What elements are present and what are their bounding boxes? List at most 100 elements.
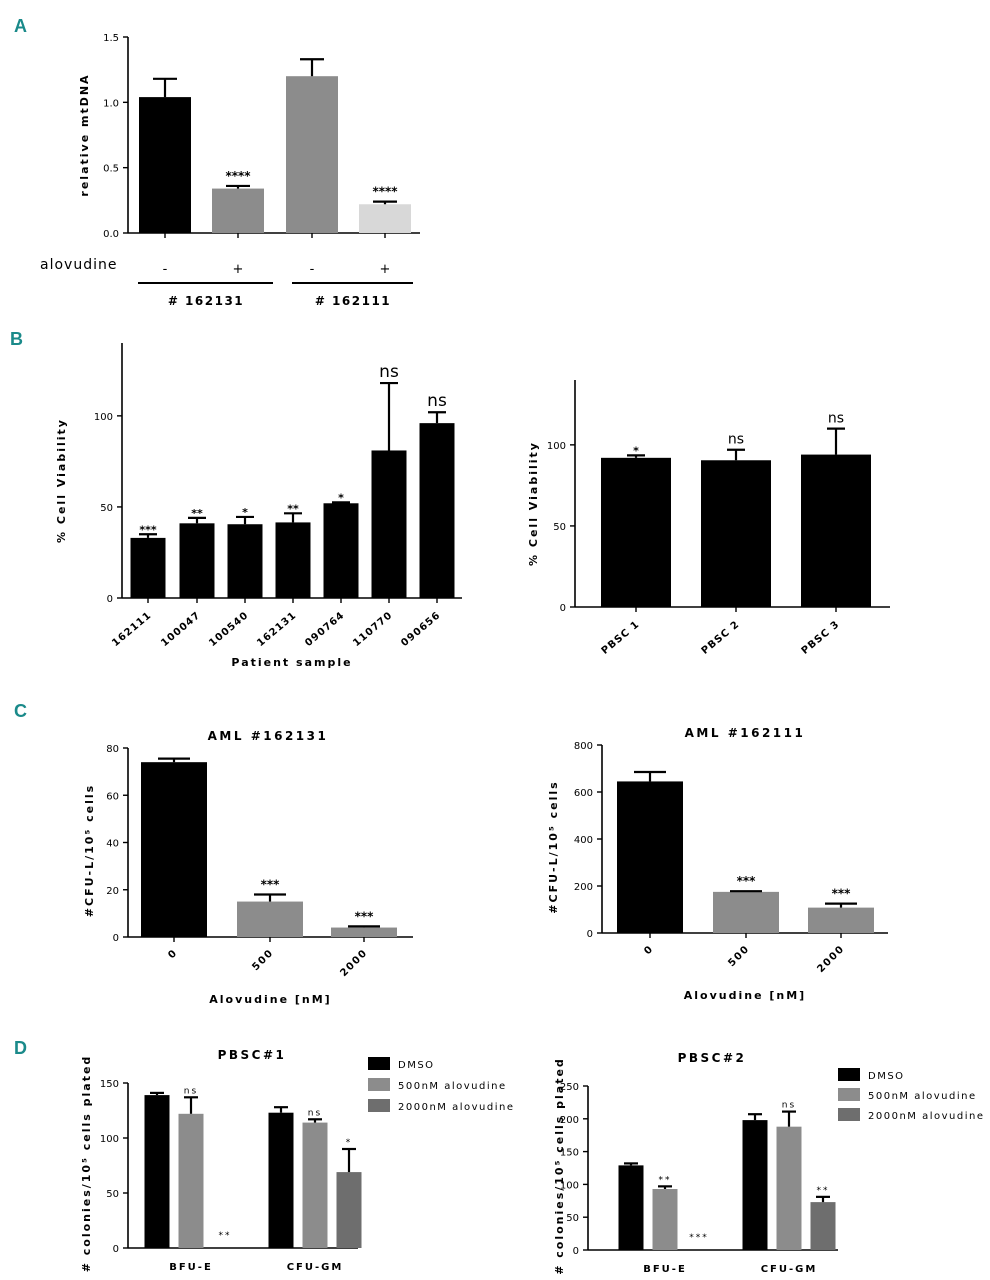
bar [359, 204, 411, 233]
x-tick-label: 0 [642, 943, 656, 957]
bar [808, 907, 874, 933]
significance-label: ** [287, 502, 299, 515]
bar [618, 1165, 644, 1250]
x-axis-label: Alovudine [nM] [684, 989, 806, 1002]
significance-label: *** [261, 877, 281, 891]
legend-label: 500nM alovudine [868, 1091, 977, 1102]
legend-swatch [838, 1088, 860, 1101]
bar [141, 762, 207, 937]
significance-label: *** [832, 887, 852, 901]
x-tick-label: BFU-E [643, 1264, 687, 1275]
chart-title: PBSC#2 [678, 1051, 747, 1065]
bar [139, 97, 191, 234]
group-label: # 162111 [315, 294, 391, 308]
bar [144, 1095, 170, 1248]
y-tick-label: 400 [574, 835, 593, 846]
y-tick-label: 100 [560, 1180, 579, 1191]
y-tick-label: 0 [113, 1244, 119, 1255]
x-tick-label: 0 [166, 947, 180, 961]
bar [302, 1122, 328, 1248]
y-tick-label: 250 [560, 1082, 579, 1093]
x-tick-label: 100047 [159, 610, 203, 649]
y-tick-label: 0.5 [103, 164, 119, 175]
significance-label: **** [225, 169, 251, 183]
y-tick-label: 50 [566, 1213, 579, 1224]
x-tick-label: 500 [726, 943, 752, 969]
legend-swatch [838, 1108, 860, 1121]
y-axis-label: #CFU-L/10⁵ cells [547, 780, 560, 913]
y-axis-label: # colonies/10⁵ cells plated [553, 1057, 566, 1275]
bar [237, 901, 303, 937]
x-axis-label: Alovudine [nM] [209, 993, 331, 1006]
y-tick-label: 60 [106, 791, 119, 802]
significance-label: ns [427, 391, 447, 411]
treatment-label: alovudine [40, 257, 117, 273]
y-tick-label: 0 [560, 603, 566, 614]
significance-label: *** [139, 523, 157, 536]
bar [227, 524, 263, 598]
significance-label: ns [728, 432, 744, 448]
x-tick-label: BFU-E [169, 1262, 213, 1273]
y-tick-label: 80 [106, 744, 119, 755]
bar [331, 927, 397, 937]
x-tick-label: 090656 [399, 610, 443, 649]
bar [275, 522, 311, 598]
legend-label: 500nM alovudine [398, 1081, 507, 1092]
y-tick-label: 150 [560, 1148, 579, 1159]
y-axis-label: % Cell Viability [527, 441, 540, 566]
significance-label: **** [372, 185, 398, 199]
y-tick-label: 100 [547, 441, 566, 452]
bar [713, 891, 779, 933]
bar [652, 1188, 678, 1250]
panel-label-c: C [14, 701, 27, 721]
significance-label: *** [355, 909, 375, 923]
y-tick-label: 40 [106, 839, 119, 850]
bar [776, 1126, 802, 1250]
y-tick-label: 1.5 [103, 33, 119, 44]
y-tick-label: 200 [560, 1115, 579, 1126]
y-axis-label: # colonies/10⁵ cells plated [80, 1055, 93, 1273]
bar [323, 503, 359, 598]
significance-label: * [338, 491, 344, 504]
bar [286, 76, 338, 233]
significance-label: ns [308, 1108, 322, 1118]
legend-swatch [368, 1078, 390, 1091]
x-tick-label: 162131 [255, 610, 299, 649]
y-tick-label: 800 [574, 741, 593, 752]
x-tick-label: 2000 [815, 943, 847, 975]
significance-label: ** [817, 1186, 830, 1196]
y-tick-label: 200 [574, 882, 593, 893]
x-tick-label: PBSC 3 [800, 619, 842, 657]
significance-label: ns [828, 411, 844, 427]
legend-label: DMSO [398, 1060, 435, 1071]
y-tick-label: 50 [100, 503, 113, 514]
significance-label: ns [184, 1086, 198, 1096]
x-tick-label: PBSC 1 [600, 619, 642, 657]
y-axis-label: relative mtDNA [78, 73, 91, 196]
bar [212, 188, 264, 233]
chart-title: PBSC#1 [218, 1048, 287, 1062]
bar [810, 1202, 836, 1250]
significance-label: * [346, 1138, 353, 1148]
y-axis-label: % Cell Viability [55, 418, 68, 543]
treatment-sign: - [310, 262, 315, 277]
treatment-sign: + [233, 262, 244, 277]
y-tick-label: 0 [587, 929, 593, 940]
x-tick-label: 2000 [338, 947, 370, 979]
y-tick-label: 0 [573, 1246, 579, 1257]
y-tick-label: 20 [106, 886, 119, 897]
y-tick-label: 100 [100, 1134, 119, 1145]
legend-label: DMSO [868, 1071, 905, 1082]
x-tick-label: 500 [250, 947, 276, 973]
y-tick-label: 1.0 [103, 98, 119, 109]
bar [178, 1113, 204, 1248]
legend-swatch [838, 1068, 860, 1081]
group-label: # 162131 [168, 294, 244, 308]
legend-label: 2000nM alovudine [868, 1111, 985, 1122]
y-axis-label: #CFU-L/10⁵ cells [83, 784, 96, 917]
significance-label: ** [659, 1175, 672, 1185]
treatment-sign: - [163, 262, 168, 277]
significance-label: * [633, 444, 639, 457]
bar [801, 454, 871, 607]
